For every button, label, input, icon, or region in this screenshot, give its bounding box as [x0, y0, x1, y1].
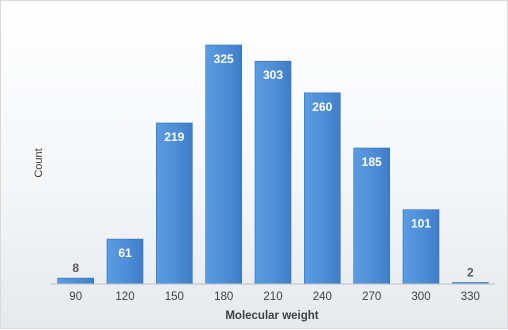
data-labels-group: 8 61 219 325 303 260 185 101 2 [72, 52, 474, 280]
x-tick-210: 210 [263, 291, 282, 303]
x-tick-240: 240 [313, 291, 332, 303]
bar-90 [57, 277, 95, 285]
bar-180 [205, 44, 242, 285]
x-tick-270: 270 [362, 291, 381, 303]
y-axis-title: Count [33, 148, 45, 177]
bar-210 [254, 60, 292, 285]
bar-240 [303, 92, 341, 285]
data-label-210: 303 [263, 68, 283, 82]
x-tick-330: 330 [461, 291, 480, 303]
x-tick-labels: 90 120 150 180 210 240 270 300 330 [69, 291, 480, 303]
x-tick-90: 90 [69, 291, 82, 303]
data-label-120: 61 [118, 246, 132, 260]
x-tick-150: 150 [165, 291, 184, 303]
bar-300 [402, 209, 440, 285]
data-label-270: 185 [362, 155, 382, 169]
data-label-300: 101 [411, 217, 431, 231]
data-label-240: 260 [312, 100, 332, 114]
x-tick-120: 120 [115, 291, 134, 303]
bar-150 [156, 122, 193, 285]
bar-120 [106, 238, 144, 285]
x-axis-title: Molecular weight [225, 310, 318, 322]
data-label-150: 219 [164, 130, 184, 144]
x-tick-180: 180 [214, 291, 233, 303]
data-label-330: 2 [467, 266, 474, 280]
bars-group [57, 44, 489, 285]
data-label-180: 325 [214, 52, 234, 66]
x-tick-300: 300 [411, 291, 430, 303]
data-label-90: 8 [72, 261, 79, 275]
bar-270 [353, 147, 391, 285]
